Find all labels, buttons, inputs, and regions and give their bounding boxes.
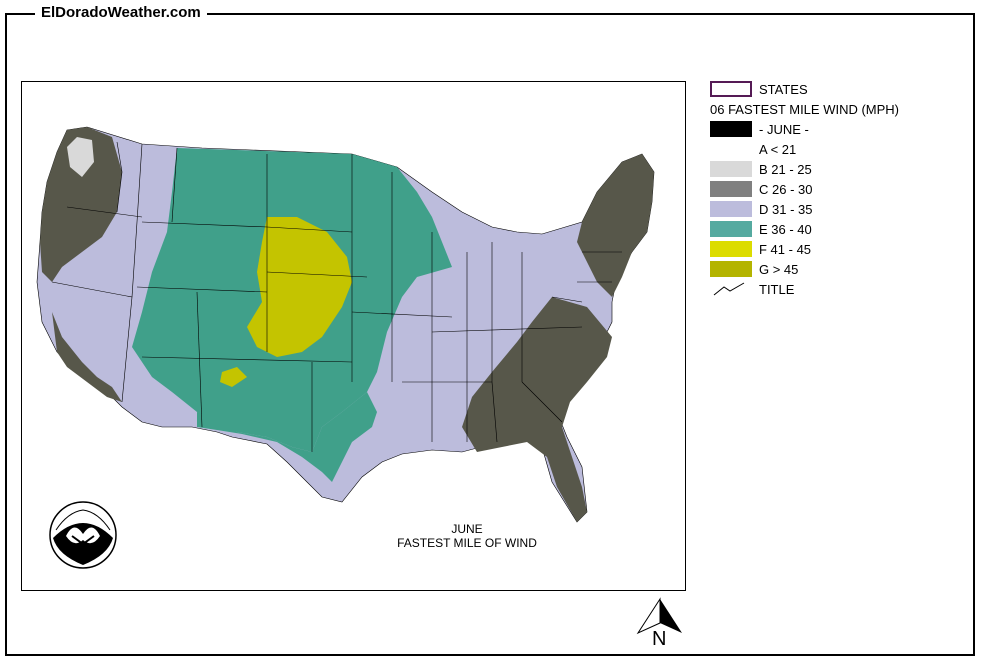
zone-c-southeast [462,297,612,522]
legend-swatch-d [710,201,752,217]
map-legend: STATES 06 FASTEST MILE WIND (MPH) - JUNE… [710,80,950,300]
north-arrow-icon [636,597,682,635]
legend-label-c: C 26 - 30 [759,182,813,197]
map-caption-month: JUNE [451,522,483,536]
legend-states-swatch [710,81,752,97]
legend-item-e[interactable]: E 36 - 40 [710,220,950,240]
legend-label-e: E 36 - 40 [759,222,812,237]
us-wind-map [36,126,655,523]
legend-states-row[interactable]: STATES [710,80,950,100]
legend-label-b: B 21 - 25 [759,162,812,177]
legend-layer-title[interactable]: 06 FASTEST MILE WIND (MPH) [710,102,900,117]
legend-label-d: D 31 - 35 [759,202,813,217]
north-arrow-label: N [652,628,667,650]
zone-c-pnw [40,127,122,282]
legend-title-label: TITLE [759,282,795,297]
legend-item-month[interactable]: - JUNE - [710,120,950,140]
legend-states-label: STATES [759,82,808,97]
legend-label-f: F 41 - 45 [759,242,812,257]
legend-item-b[interactable]: B 21 - 25 [710,160,950,180]
map-panel: JUNE FASTEST MILE OF WIND [21,81,686,591]
legend-title-row[interactable]: TITLE [710,280,950,300]
legend-swatch-e [710,221,752,237]
zone-c-socal [52,312,122,402]
legend-swatch-a [710,141,752,157]
legend-item-a[interactable]: A < 21 [710,140,950,160]
zone-c-northeast [577,154,654,297]
legend-swatch-g [710,261,752,277]
title-line-icon [713,282,745,296]
zone-e-south [197,392,377,482]
map-caption-subject: FASTEST MILE OF WIND [397,536,537,550]
legend-swatch-f [710,241,752,257]
legend-items: - JUNE - A < 21 B 21 - 25 C 26 - 30 D 31 - 3… [710,120,950,280]
zone-b-puget [67,137,94,177]
legend-swatch-c [710,181,752,197]
zone-g-nm [220,367,247,387]
site-title[interactable]: ElDoradoWeather.com [35,4,207,21]
legend-item-f[interactable]: F 41 - 45 [710,240,950,260]
legend-item-g[interactable]: G > 45 [710,260,950,280]
legend-label-a: A < 21 [759,142,797,157]
legend-swatch-b [710,161,752,177]
page-frame [5,13,975,656]
zone-g-plains [247,217,352,357]
map-caption: JUNE FASTEST MILE OF WIND [382,522,552,550]
legend-item-d[interactable]: D 31 - 35 [710,200,950,220]
legend-item-c[interactable]: C 26 - 30 [710,180,950,200]
legend-label-g: G > 45 [759,262,799,277]
state-borders [51,141,622,452]
legend-label-month: - JUNE - [759,122,809,137]
noaa-logo [49,501,117,569]
legend-swatch-month [710,121,752,137]
